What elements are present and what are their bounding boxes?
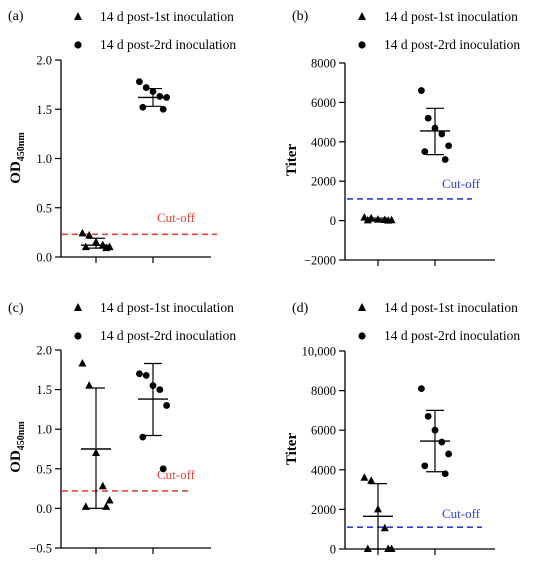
y-tick-label: 6000 (311, 96, 336, 110)
panel-label: (b) (292, 9, 309, 24)
data-point-circle (424, 114, 432, 122)
cutoff-label: Cut-off (442, 506, 481, 521)
panel-label: (a) (8, 9, 24, 24)
data-point-circle (438, 438, 446, 446)
legend-marker-circle (358, 41, 366, 49)
data-point-triangle (367, 476, 376, 484)
legend: 14 d post-1st inoculation 14 d post-2rd i… (74, 9, 236, 52)
y-tick-label: 0.5 (36, 201, 52, 215)
data-point-triangle (85, 230, 94, 239)
legend-marker-triangle (358, 12, 366, 20)
y-tick-label: 4000 (311, 463, 336, 477)
y-tick-label: 2.0 (36, 344, 52, 358)
data-point-triangle (78, 358, 87, 367)
y-tick-label: 1.0 (36, 423, 52, 437)
y-tick-label: 0.0 (36, 502, 52, 516)
y-tick-label: −2000 (304, 254, 336, 268)
legend-marker-triangle (74, 303, 82, 311)
panel-b: (b) 14 d post-1st inoculation 14 d post-2r… (284, 9, 520, 268)
y-tick-label: −0.5 (29, 542, 52, 556)
data-point-triangle (102, 243, 111, 252)
data-point-circle (421, 148, 429, 156)
data-point-circle (441, 156, 449, 163)
data-point-circle (139, 433, 147, 441)
cutoff-label: Cut-off (157, 467, 196, 482)
y-tick-label: 1.5 (36, 383, 52, 397)
data-point-triangle (105, 495, 114, 504)
y-axis-title: OD450nm (8, 132, 27, 184)
legend-label: 14 d post-2rd inoculation (100, 328, 236, 343)
data-point-circle (156, 386, 164, 393)
y-tick-label: 0 (330, 543, 336, 557)
y-tick-label: 8000 (311, 384, 336, 398)
y-tick-label: 0.0 (36, 251, 52, 265)
data-point-circle (136, 78, 143, 86)
data-point-circle (142, 84, 150, 91)
legend-label: 14 d post-1st inoculation (100, 300, 234, 315)
panel-d: (d) 14 d post-1st inoculation 14 d post-2r… (284, 300, 520, 557)
data-point-circle (421, 462, 429, 470)
data-point-circle (418, 385, 425, 393)
panel-a: (a) 14 d post-1st inoculation 14 d post-2r… (8, 9, 236, 265)
data-point-triangle (78, 228, 87, 237)
panel-c: (c) 14 d post-1st inoculation 14 d post-2r… (8, 300, 236, 556)
legend-label: 14 d post-2rd inoculation (100, 37, 236, 52)
y-tick-label: 2000 (311, 503, 336, 517)
y-tick-label: 8000 (311, 57, 336, 71)
data-point-circle (438, 130, 446, 138)
y-tick-label: 0 (330, 214, 336, 228)
legend: 14 d post-1st inoculation 14 d post-2rd i… (358, 9, 520, 52)
legend-marker-triangle (74, 12, 82, 20)
data-point-circle (418, 87, 425, 94)
y-tick-label: 4000 (311, 135, 336, 149)
data-point-triangle (360, 473, 369, 481)
y-axis-title: Titer (284, 144, 300, 177)
y-axis-title: OD450nm (8, 421, 27, 473)
data-point-triangle (384, 544, 393, 552)
legend-label: 14 d post-1st inoculation (100, 9, 234, 24)
data-point-triangle (380, 523, 389, 532)
data-point-circle (142, 371, 150, 379)
legend-marker-circle (74, 332, 82, 340)
data-point-circle (139, 103, 147, 111)
y-tick-label: 1.5 (36, 103, 52, 117)
y-tick-label: 0.5 (36, 462, 52, 476)
legend-label: 14 d post-1st inoculation (384, 9, 518, 24)
legend-marker-circle (74, 41, 82, 49)
data-point-triangle (81, 242, 90, 251)
data-point-circle (445, 142, 452, 150)
legend-marker-circle (358, 332, 366, 340)
data-point-circle (424, 412, 432, 420)
panel-label: (c) (8, 301, 24, 316)
data-point-circle (163, 402, 171, 409)
legend: 14 d post-1st inoculation 14 d post-2rd i… (74, 300, 236, 343)
y-tick-label: 2000 (311, 175, 336, 189)
y-tick-label: 1.0 (36, 152, 52, 166)
data-point-circle (159, 465, 167, 473)
y-tick-label: 10,000 (302, 345, 336, 359)
data-point-circle (136, 370, 143, 378)
data-point-triangle (85, 381, 94, 389)
cutoff-label: Cut-off (157, 210, 196, 225)
legend-label: 14 d post-2rd inoculation (384, 37, 520, 52)
legend-label: 14 d post-1st inoculation (384, 300, 518, 315)
cutoff-label: Cut-off (442, 176, 481, 191)
legend-marker-triangle (358, 303, 366, 311)
panel-label: (d) (292, 301, 309, 316)
legend-label: 14 d post-2rd inoculation (384, 328, 520, 343)
data-point-circle (156, 93, 164, 100)
data-point-triangle (363, 544, 372, 552)
y-tick-label: 2.0 (36, 54, 52, 68)
data-point-circle (159, 105, 167, 113)
y-tick-label: 6000 (311, 424, 336, 438)
legend: 14 d post-1st inoculation 14 d post-2rd i… (358, 300, 520, 343)
data-point-triangle (98, 481, 107, 490)
data-point-circle (445, 450, 452, 458)
y-axis-title: Titer (284, 433, 300, 466)
